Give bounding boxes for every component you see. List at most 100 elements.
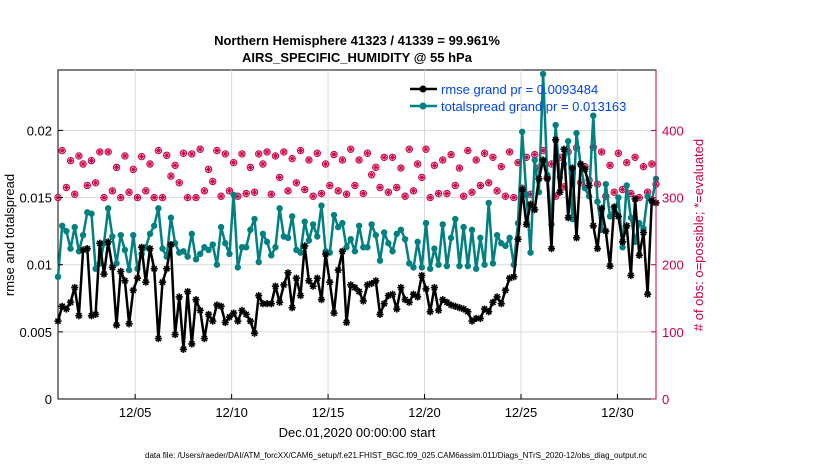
spread-marker xyxy=(493,231,501,239)
obs-evaluated-marker xyxy=(498,164,504,170)
rmse-marker xyxy=(146,245,154,253)
obs-possible-marker xyxy=(305,156,313,164)
rmse-marker xyxy=(598,204,606,212)
spread-marker xyxy=(393,230,400,238)
obs-possible-marker xyxy=(388,153,397,161)
obs-possible-marker xyxy=(271,152,280,160)
legend-rmse-marker xyxy=(419,85,427,93)
obs-possible-marker xyxy=(117,193,125,202)
obs-possible-marker xyxy=(468,188,476,196)
rmse-marker xyxy=(489,298,497,306)
obs-possible-marker xyxy=(405,145,413,153)
rmse-marker xyxy=(556,188,564,196)
x-axis-label: Dec.01,2020 00:00:00 start xyxy=(279,425,436,440)
spread-marker xyxy=(531,156,538,164)
obs-possible-marker xyxy=(355,156,363,164)
obs-possible-marker xyxy=(309,192,317,200)
rmse-marker xyxy=(618,238,627,246)
obs-possible-marker xyxy=(501,192,510,200)
y-right-tick-label: 200 xyxy=(662,258,684,273)
x-tick-label: 12/15 xyxy=(312,405,345,420)
obs-evaluated-marker xyxy=(285,188,291,194)
y-axis-label: rmse and totalspread xyxy=(2,174,17,296)
spread-marker xyxy=(573,129,580,137)
obs-evaluated-marker xyxy=(297,147,304,154)
obs-evaluated-marker xyxy=(122,153,128,159)
rmse-marker xyxy=(322,250,330,258)
rmse-marker xyxy=(368,279,376,288)
obs-evaluated-marker xyxy=(193,194,199,201)
obs-possible-marker xyxy=(255,150,263,158)
obs-possible-marker xyxy=(489,153,497,161)
obs-evaluated-marker xyxy=(348,146,354,152)
spread-marker xyxy=(435,261,442,268)
rmse-marker xyxy=(627,271,635,280)
obs-possible-marker xyxy=(71,190,79,198)
obs-evaluated-marker xyxy=(185,194,191,201)
spread-marker xyxy=(205,246,212,254)
obs-evaluated-marker xyxy=(201,188,207,194)
spread-marker xyxy=(355,222,363,229)
obs-possible-marker xyxy=(221,150,229,158)
spread-marker xyxy=(581,184,589,192)
spread-marker xyxy=(627,214,635,221)
obs-evaluated-marker xyxy=(168,173,174,179)
obs-evaluated-marker xyxy=(84,182,90,189)
rmse-marker xyxy=(167,240,175,249)
obs-possible-marker xyxy=(313,149,321,157)
obs-possible-marker xyxy=(196,145,204,153)
spread-marker xyxy=(251,215,258,223)
rmse-marker xyxy=(539,156,547,164)
obs-evaluated-marker xyxy=(134,194,141,201)
obs-evaluated-marker xyxy=(356,157,362,163)
rmse-marker xyxy=(54,317,62,325)
rmse-marker xyxy=(510,273,518,281)
obs-possible-marker xyxy=(142,187,150,195)
rmse-marker xyxy=(464,308,472,316)
spread-marker xyxy=(184,253,191,260)
spread-marker xyxy=(297,249,304,256)
obs-evaluated-marker xyxy=(113,164,120,170)
obs-possible-marker xyxy=(301,185,309,194)
obs-possible-marker xyxy=(96,148,104,156)
obs-possible-marker xyxy=(597,148,606,156)
obs-possible-marker xyxy=(200,187,209,195)
spread-marker xyxy=(226,250,233,258)
spread-marker xyxy=(209,241,216,248)
rmse-marker xyxy=(372,277,380,285)
rmse-marker xyxy=(267,300,275,308)
rmse-marker xyxy=(184,287,192,296)
y-right-tick-label: 100 xyxy=(662,325,684,340)
spread-marker xyxy=(109,233,116,240)
spread-marker xyxy=(121,246,129,254)
rmse-marker xyxy=(75,312,83,320)
rmse-marker xyxy=(623,222,631,230)
obs-possible-marker xyxy=(472,156,480,164)
obs-possible-marker xyxy=(401,192,409,200)
rmse-marker xyxy=(589,222,597,230)
obs-possible-marker xyxy=(133,193,142,202)
spread-marker xyxy=(150,222,158,229)
rmse-marker xyxy=(204,310,213,318)
obs-evaluated-marker xyxy=(389,154,396,160)
rmse-marker xyxy=(142,278,150,286)
obs-evaluated-marker xyxy=(97,149,103,155)
spread-marker xyxy=(485,199,492,207)
spread-marker xyxy=(615,194,622,201)
chart-subtitle: AIRS_SPECIFIC_HUMIDITY @ 55 hPa xyxy=(242,50,473,65)
obs-evaluated-marker xyxy=(80,161,86,167)
obs-possible-marker xyxy=(430,161,439,170)
y-tick-label: 0.015 xyxy=(19,191,52,206)
legend-spread-marker xyxy=(419,102,427,110)
obs-possible-marker xyxy=(372,163,380,172)
obs-evaluated-marker xyxy=(323,161,329,167)
rmse-marker xyxy=(355,287,363,296)
rmse-marker xyxy=(606,262,614,270)
obs-evaluated-marker xyxy=(477,182,483,189)
chart-title: Northern Hemisphere 41323 / 41339 = 99.9… xyxy=(214,33,500,48)
obs-evaluated-marker xyxy=(377,184,383,191)
rmse-marker xyxy=(209,317,217,325)
rmse-marker xyxy=(552,136,560,144)
rmse-marker xyxy=(543,175,551,183)
y-right-tick-label: 0 xyxy=(662,392,669,407)
